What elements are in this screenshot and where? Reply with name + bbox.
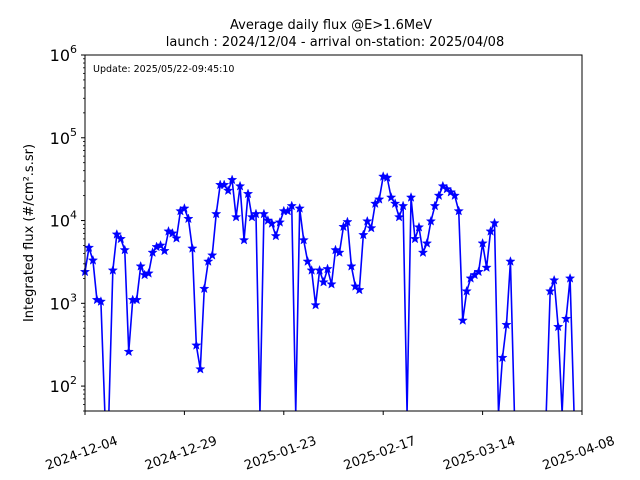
data-point xyxy=(449,190,460,200)
data-point xyxy=(298,234,309,245)
data-point xyxy=(473,266,484,277)
data-point xyxy=(111,229,122,239)
chart-title-line-2: launch : 2024/12/04 - arrival on-station… xyxy=(166,35,504,50)
data-point xyxy=(397,200,409,211)
data-point xyxy=(258,208,270,219)
data-point xyxy=(302,256,313,266)
data-point xyxy=(115,233,126,244)
data-point xyxy=(187,243,198,253)
data-point xyxy=(223,185,234,195)
data-point xyxy=(461,285,472,296)
data-point xyxy=(322,263,333,274)
data-point xyxy=(87,255,99,265)
data-point xyxy=(334,247,345,257)
data-point xyxy=(370,198,381,208)
data-point xyxy=(135,260,146,271)
data-point xyxy=(346,260,357,271)
data-point xyxy=(549,274,560,285)
data-point xyxy=(95,296,107,306)
data-point xyxy=(342,216,353,227)
data-point xyxy=(354,284,365,295)
data-point xyxy=(171,232,182,243)
data-point xyxy=(501,319,512,330)
data-point xyxy=(107,264,118,275)
data-point xyxy=(382,172,393,182)
data-point xyxy=(179,203,190,213)
data-point xyxy=(421,237,433,248)
data-point xyxy=(505,256,516,266)
data-point xyxy=(326,278,337,289)
data-point xyxy=(147,247,158,257)
data-point xyxy=(310,299,321,310)
data-point xyxy=(409,233,421,244)
data-point xyxy=(207,249,218,260)
data-point xyxy=(238,234,250,245)
data-point xyxy=(131,294,142,305)
data-point xyxy=(167,227,178,238)
data-point xyxy=(242,188,254,199)
y-axis-label: Integrated flux (#/cm².s.sr) xyxy=(22,144,37,322)
data-point xyxy=(413,221,425,232)
data-point xyxy=(485,226,496,236)
data-point xyxy=(457,315,468,325)
data-point xyxy=(393,211,405,222)
chart-title-line-1: Average daily flux @E>1.6MeV xyxy=(230,18,432,33)
data-point xyxy=(362,215,373,226)
data-point xyxy=(83,242,95,253)
data-point xyxy=(405,192,417,202)
data-point xyxy=(195,363,206,374)
data-point xyxy=(286,200,297,211)
data-point xyxy=(211,208,222,219)
data-point xyxy=(219,179,230,190)
data-point xyxy=(123,346,134,357)
data-point xyxy=(234,180,246,191)
data-point xyxy=(489,217,500,228)
data-point xyxy=(560,313,572,324)
data-point xyxy=(564,273,576,283)
data-point xyxy=(155,240,166,250)
data-point xyxy=(553,321,564,332)
data-point xyxy=(386,192,397,202)
data-point xyxy=(453,205,464,216)
data-point xyxy=(318,276,329,287)
data-point xyxy=(366,222,377,233)
data-point xyxy=(274,217,285,227)
data-point xyxy=(199,283,210,294)
data-point xyxy=(230,211,242,222)
data-point xyxy=(417,247,429,257)
update-annotation: Update: 2025/05/22-09:45:10 xyxy=(93,64,234,75)
data-point xyxy=(481,262,492,272)
data-point xyxy=(143,267,154,278)
data-point xyxy=(191,340,202,350)
data-point xyxy=(270,230,281,241)
data-point xyxy=(183,213,194,224)
data-point xyxy=(330,244,341,255)
data-point xyxy=(425,215,437,226)
data-point xyxy=(390,198,401,208)
data-point xyxy=(159,245,170,256)
data-point xyxy=(338,221,349,232)
data-point xyxy=(545,285,556,296)
data-point xyxy=(358,229,369,240)
data-point xyxy=(119,244,130,255)
data-point xyxy=(429,200,440,211)
data-point xyxy=(477,237,488,248)
data-point xyxy=(294,203,305,213)
data-point xyxy=(282,205,293,216)
data-point xyxy=(497,352,508,363)
data-point xyxy=(374,194,385,204)
data-point xyxy=(314,264,325,275)
data-point xyxy=(433,190,444,200)
flux-series xyxy=(79,171,578,413)
data-point xyxy=(227,174,238,185)
data-point xyxy=(266,218,277,228)
data-point xyxy=(203,256,214,266)
